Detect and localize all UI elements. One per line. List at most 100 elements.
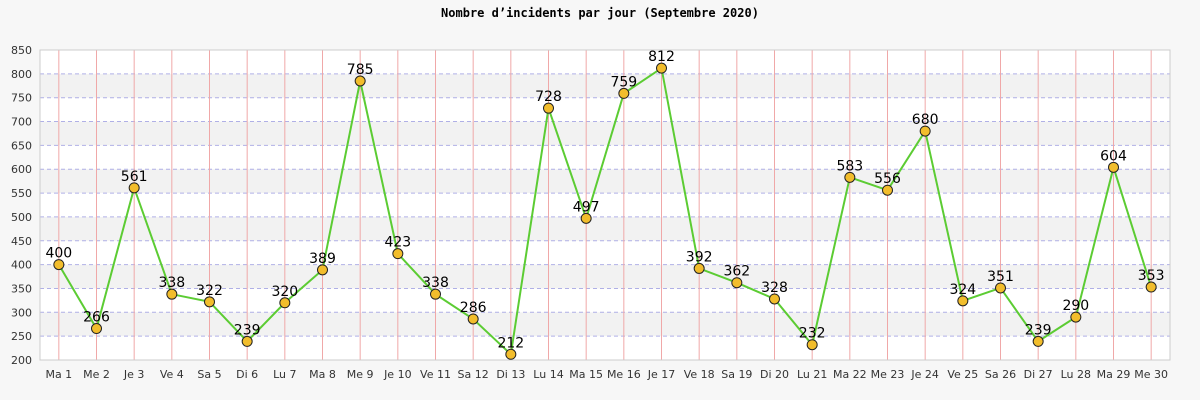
data-point bbox=[166, 288, 178, 300]
data-label: 353 bbox=[1138, 268, 1165, 284]
data-label: 239 bbox=[1025, 322, 1052, 338]
y-tick-label: 800 bbox=[11, 68, 32, 81]
data-label: 320 bbox=[271, 284, 298, 300]
x-tick-label: Me 30 bbox=[1134, 368, 1168, 381]
data-label: 400 bbox=[45, 246, 72, 262]
x-tick-label: Ma 15 bbox=[569, 368, 603, 381]
x-tick-label: Di 13 bbox=[496, 368, 525, 381]
y-tick-label: 200 bbox=[11, 354, 32, 367]
data-point bbox=[392, 248, 404, 260]
data-label: 232 bbox=[799, 326, 826, 342]
data-label: 362 bbox=[723, 264, 750, 280]
y-tick-label: 500 bbox=[11, 211, 32, 224]
data-label: 239 bbox=[234, 322, 261, 338]
data-point bbox=[505, 348, 517, 360]
data-point bbox=[53, 259, 65, 271]
x-tick-label: Me 16 bbox=[607, 368, 641, 381]
data-point bbox=[656, 62, 667, 74]
data-label: 338 bbox=[158, 275, 185, 291]
data-point bbox=[769, 293, 780, 305]
y-tick-label: 550 bbox=[11, 187, 32, 200]
data-label: 212 bbox=[497, 335, 524, 351]
data-point bbox=[1108, 161, 1119, 173]
data-point bbox=[995, 282, 1006, 294]
data-label: 497 bbox=[573, 199, 600, 215]
data-point bbox=[1145, 281, 1157, 293]
data-label: 423 bbox=[384, 235, 411, 251]
data-point bbox=[128, 182, 140, 194]
data-point bbox=[882, 184, 893, 196]
data-label: 290 bbox=[1062, 298, 1089, 314]
data-point bbox=[1032, 335, 1044, 347]
x-tick-label: Sa 19 bbox=[721, 368, 752, 381]
data-label: 338 bbox=[422, 275, 449, 291]
x-tick-label: Sa 12 bbox=[458, 368, 489, 381]
data-label: 604 bbox=[1100, 148, 1127, 164]
data-point bbox=[618, 87, 630, 99]
x-tick-label: Ve 25 bbox=[947, 368, 978, 381]
x-tick-label: Di 20 bbox=[760, 368, 789, 381]
x-tick-label: Sa 26 bbox=[985, 368, 1016, 381]
data-point bbox=[204, 296, 215, 308]
data-point bbox=[543, 102, 554, 114]
x-tick-label: Ve 11 bbox=[420, 368, 451, 381]
data-point bbox=[844, 171, 856, 183]
data-point bbox=[430, 288, 441, 300]
y-tick-label: 850 bbox=[11, 44, 32, 57]
x-tick-label: Ma 29 bbox=[1097, 368, 1131, 381]
data-label: 351 bbox=[987, 269, 1014, 285]
y-tick-label: 750 bbox=[11, 92, 32, 105]
data-point bbox=[91, 323, 102, 335]
x-tick-label: Di 27 bbox=[1024, 368, 1053, 381]
data-label: 561 bbox=[121, 169, 148, 185]
x-tick-label: Ma 22 bbox=[833, 368, 867, 381]
x-tick-label: Ve 4 bbox=[160, 368, 184, 381]
data-point bbox=[919, 125, 931, 137]
data-label: 389 bbox=[309, 251, 336, 267]
data-label: 322 bbox=[196, 283, 223, 299]
x-tick-label: Lu 14 bbox=[533, 368, 563, 381]
data-label: 812 bbox=[648, 49, 675, 65]
x-tick-label: Je 10 bbox=[383, 368, 412, 381]
y-tick-label: 600 bbox=[11, 163, 32, 176]
data-label: 680 bbox=[912, 112, 939, 128]
plot-background bbox=[40, 50, 1170, 360]
x-tick-label: Ma 1 bbox=[45, 368, 72, 381]
data-label: 556 bbox=[874, 171, 901, 187]
plot-frame bbox=[39, 49, 1171, 361]
data-point bbox=[354, 75, 366, 87]
y-tick-label: 700 bbox=[11, 116, 32, 129]
data-label: 286 bbox=[460, 300, 487, 316]
data-point bbox=[806, 339, 818, 351]
x-tick-label: Je 3 bbox=[123, 368, 145, 381]
x-tick-label: Ve 18 bbox=[684, 368, 715, 381]
data-label: 583 bbox=[836, 158, 863, 174]
chart-title: Nombre d’incidents par jour (Septembre 2… bbox=[441, 6, 759, 20]
data-point bbox=[731, 277, 743, 289]
data-point bbox=[467, 313, 479, 325]
x-tick-label: Di 6 bbox=[236, 368, 258, 381]
y-tick-label: 400 bbox=[11, 259, 32, 272]
x-tick-label: Ma 8 bbox=[309, 368, 336, 381]
x-tick-label: Lu 28 bbox=[1061, 368, 1091, 381]
y-tick-label: 650 bbox=[11, 139, 32, 152]
x-tick-label: Lu 7 bbox=[273, 368, 296, 381]
data-point bbox=[580, 212, 592, 224]
y-tick-label: 450 bbox=[11, 235, 32, 248]
y-tick-label: 250 bbox=[11, 330, 32, 343]
data-point bbox=[1070, 311, 1082, 323]
data-point bbox=[317, 264, 328, 276]
series-line bbox=[57, 66, 1153, 357]
x-tick-label: Je 17 bbox=[647, 368, 676, 381]
x-tick-label: Lu 21 bbox=[797, 368, 827, 381]
data-point bbox=[279, 297, 291, 309]
x-tick-label: Me 23 bbox=[871, 368, 905, 381]
data-point bbox=[693, 262, 705, 274]
y-tick-label: 350 bbox=[11, 282, 32, 295]
data-point bbox=[241, 335, 253, 347]
x-tick-label: Sa 5 bbox=[197, 368, 221, 381]
x-tick-label: Je 24 bbox=[910, 368, 939, 381]
x-tick-label: Me 9 bbox=[347, 368, 374, 381]
